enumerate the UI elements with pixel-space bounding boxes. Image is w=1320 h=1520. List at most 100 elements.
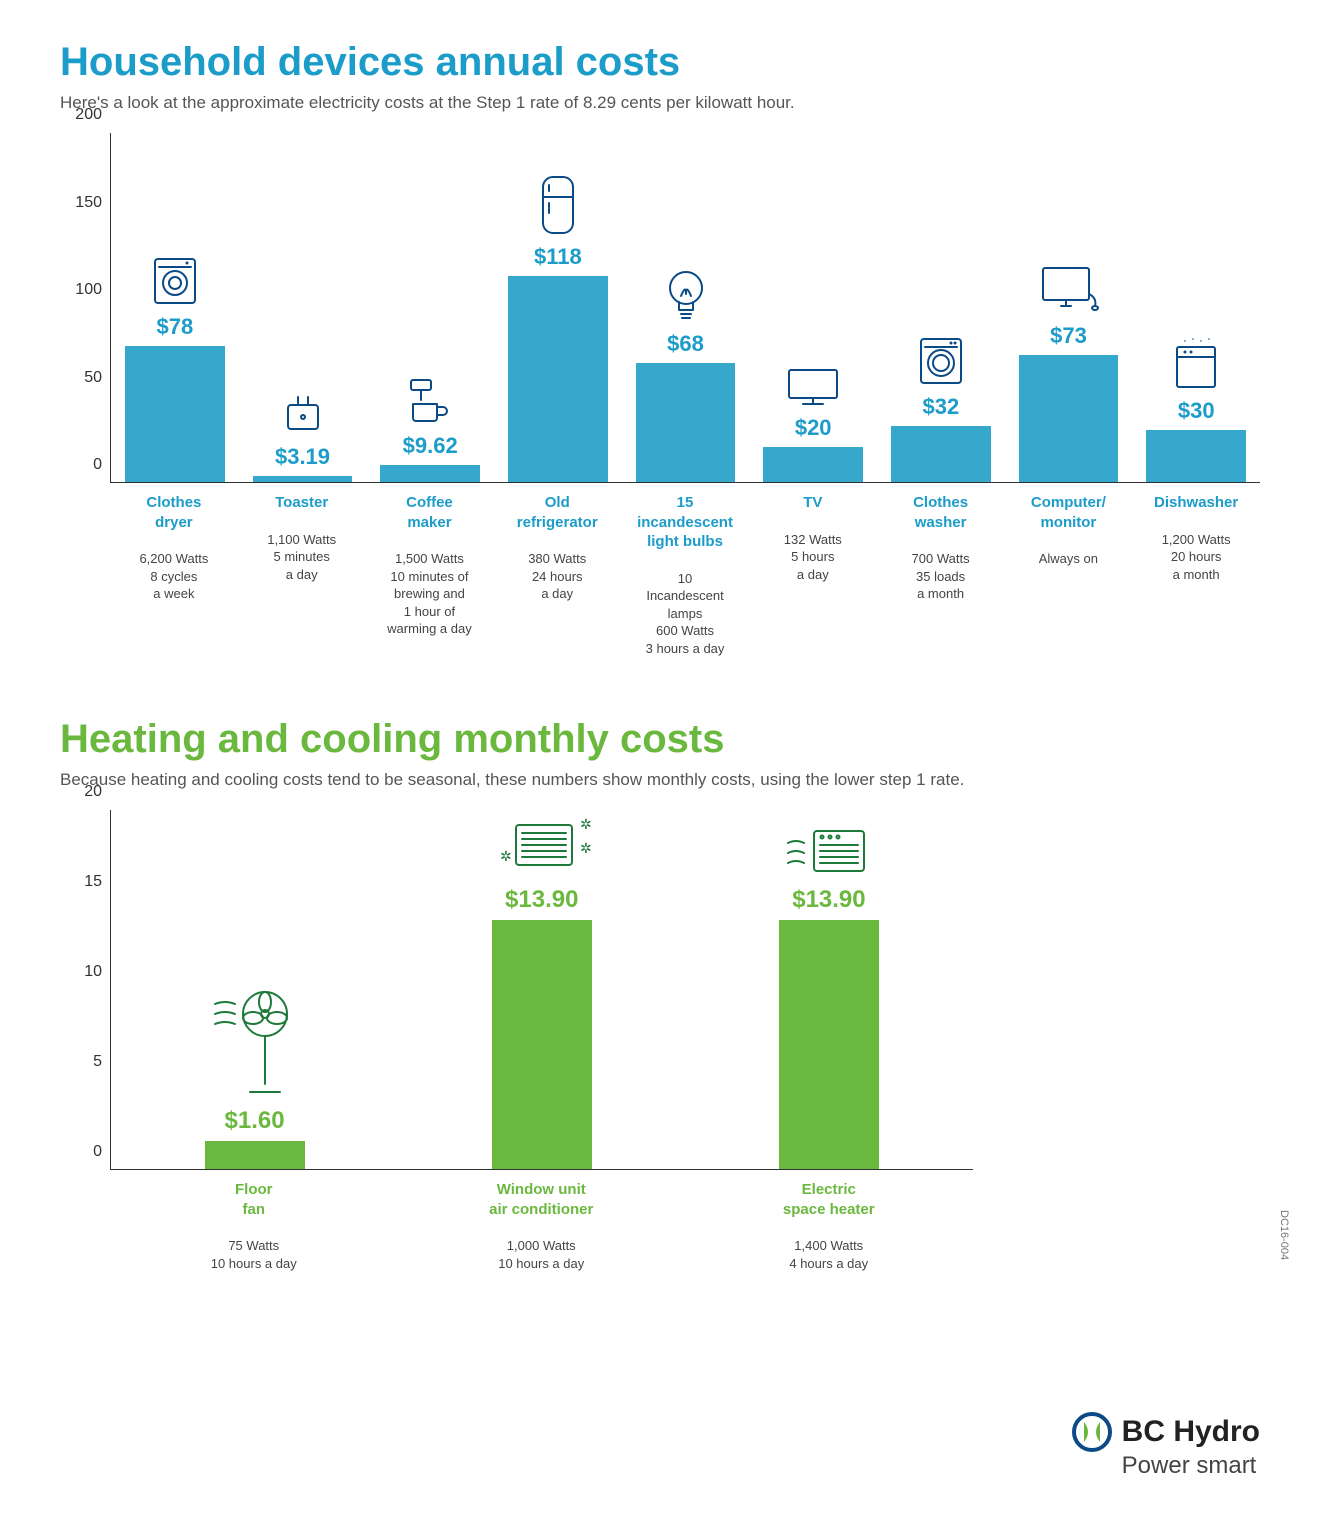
brand-logo: BC Hydro Power smart	[1072, 1412, 1260, 1480]
bar: $13.90	[779, 920, 879, 1170]
category-desc: 380 Watts24 hoursa day	[497, 550, 617, 603]
bar-value-label: $13.90	[505, 886, 578, 914]
bar-value-label: $13.90	[792, 886, 865, 914]
chart2-area: 05101520 $1.60$13.90✲✲✲$13.90 Floorfan75…	[60, 810, 1260, 1272]
heating-chart-section: Heating and cooling monthly costs Becaus…	[60, 717, 1260, 1272]
category-desc: 1,000 Watts10 hours a day	[402, 1237, 682, 1272]
chart2-plot: $1.60 $13.90 ✲ ✲ ✲ $13.90	[110, 810, 973, 1170]
logo-icon	[1072, 1412, 1112, 1452]
category-name: 15incandescentlight bulbs	[625, 493, 745, 552]
bar: $30	[1146, 430, 1246, 482]
category-name: TV	[753, 493, 873, 513]
bar-slot: $118	[494, 133, 622, 482]
category-name: Oldrefrigerator	[497, 493, 617, 532]
bar: $68	[636, 363, 736, 482]
y-tick: 10	[84, 963, 102, 981]
bar-slot: $13.90	[685, 810, 972, 1169]
coffee-icon	[403, 374, 457, 433]
bar-slot: $9.62	[366, 133, 494, 482]
bar-value-label: $73	[1050, 323, 1087, 349]
x-label-slot: 15incandescentlight bulbs 10Incandescentl…	[621, 493, 749, 657]
bar-slot: $73	[1005, 133, 1133, 482]
x-label-slot: Window unitair conditioner 1,000 Watts10 …	[398, 1180, 686, 1272]
category-desc: 1,500 Watts10 minutes ofbrewing and1 hou…	[370, 550, 490, 638]
category-name: Coffeemaker	[370, 493, 490, 532]
category-name: Computer/monitor	[1008, 493, 1128, 532]
category-desc: 132 Watts5 hoursa day	[753, 531, 873, 584]
monitor-icon	[1037, 264, 1101, 323]
bar: $3.19	[253, 476, 353, 482]
bar-slot: $78	[111, 133, 239, 482]
x-label-slot: Dishwasher 1,200 Watts20 hoursa month	[1132, 493, 1260, 657]
dryer-icon	[147, 253, 203, 314]
dishwasher-icon	[1169, 337, 1223, 398]
category-name: Dishwasher	[1136, 493, 1256, 513]
bar: $13.90✲✲✲	[492, 920, 592, 1170]
bar-slot: $20	[749, 133, 877, 482]
chart1-plot: $78 $3.19 $9.62 $118 $68 $20 $32 $73 $30	[110, 133, 1260, 483]
bar-value-label: $118	[534, 244, 582, 270]
bar-value-label: $30	[1178, 398, 1215, 424]
y-tick: 100	[75, 281, 102, 299]
y-tick: 50	[84, 369, 102, 387]
fan-icon	[210, 984, 300, 1109]
category-name: Clotheswasher	[881, 493, 1001, 532]
bar: $32	[891, 426, 991, 482]
x-label-slot: Oldrefrigerator 380 Watts24 hoursa day	[493, 493, 621, 657]
bar-value-label: $1.60	[225, 1107, 285, 1135]
bar: $78	[125, 346, 225, 482]
ac-icon: ✲ ✲ ✲	[492, 813, 592, 888]
bar-value-label: $3.19	[275, 444, 330, 470]
heater-icon	[784, 823, 874, 888]
chart2-bars: $1.60 $13.90 ✲ ✲ ✲ $13.90	[111, 810, 973, 1169]
category-desc: 10Incandescentlamps600 Watts3 hours a da…	[625, 570, 745, 658]
x-label-slot: Clothesdryer6,200 Watts8 cyclesa week	[110, 493, 238, 657]
bar-value-label: $9.62	[403, 433, 458, 459]
y-tick: 150	[75, 194, 102, 212]
bar-slot: $13.90 ✲ ✲ ✲	[398, 810, 685, 1169]
y-tick: 15	[84, 873, 102, 891]
chart1-x-labels: Clothesdryer6,200 Watts8 cyclesa weekToa…	[110, 493, 1260, 657]
svg-text:✲: ✲	[580, 840, 592, 856]
x-label-slot: Clotheswasher 700 Watts35 loadsa month	[877, 493, 1005, 657]
y-tick: 200	[75, 106, 102, 124]
bar-value-label: $32	[923, 394, 960, 420]
svg-text:✲: ✲	[500, 848, 512, 864]
x-label-slot: Floorfan75 Watts10 hours a day	[110, 1180, 398, 1272]
chart2-x-labels: Floorfan75 Watts10 hours a dayWindow uni…	[110, 1180, 973, 1272]
toaster-icon	[278, 389, 328, 444]
bar: $118	[508, 276, 608, 482]
document-id: DC16-004	[1278, 1210, 1290, 1260]
y-tick: 20	[84, 783, 102, 801]
chart2-y-axis: 05101520	[60, 810, 110, 1170]
chart1-bars: $78 $3.19 $9.62 $118 $68 $20 $32 $73 $30	[111, 133, 1260, 482]
bar-slot: $32	[877, 133, 1005, 482]
category-desc: 1,200 Watts20 hoursa month	[1136, 531, 1256, 584]
bar-value-label: $20	[795, 415, 832, 441]
y-tick: 0	[93, 1143, 102, 1161]
chart1-area: 050100150200 $78$3.19$9.62$118$68$20$32$…	[60, 133, 1260, 657]
chart1-title: Household devices annual costs	[60, 40, 1260, 85]
household-chart-section: Household devices annual costs Here's a …	[60, 40, 1260, 657]
svg-text:✲: ✲	[580, 816, 592, 832]
bar: $9.62	[380, 465, 480, 482]
bar-slot: $3.19	[239, 133, 367, 482]
y-tick: 0	[93, 456, 102, 474]
x-label-slot: TV 132 Watts5 hoursa day	[749, 493, 877, 657]
category-desc: Always on	[1008, 550, 1128, 568]
x-label-slot: Computer/monitor Always on	[1004, 493, 1132, 657]
bar: $20	[763, 447, 863, 482]
chart1-subtitle: Here's a look at the approximate electri…	[60, 93, 1260, 113]
category-desc: 700 Watts35 loadsa month	[881, 550, 1001, 603]
bar: $73	[1019, 355, 1119, 482]
category-name: Electricspace heater	[689, 1180, 969, 1219]
chart2-title: Heating and cooling monthly costs	[60, 717, 1260, 762]
category-desc: 75 Watts10 hours a day	[114, 1237, 394, 1272]
bulb-icon	[663, 266, 709, 331]
bar-slot: $30	[1132, 133, 1260, 482]
category-name: Window unitair conditioner	[402, 1180, 682, 1219]
y-tick: 5	[93, 1053, 102, 1071]
category-name: Toaster	[242, 493, 362, 513]
x-label-slot: Electricspace heater1,400 Watts4 hours a…	[685, 1180, 973, 1272]
bar: $1.60	[205, 1141, 305, 1170]
